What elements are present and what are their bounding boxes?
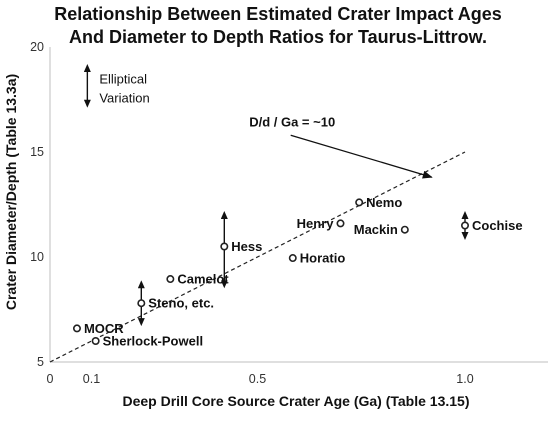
data-point-marker xyxy=(137,299,146,308)
data-point-label: Nemo xyxy=(366,195,402,210)
y-tick-label: 5 xyxy=(37,355,44,369)
data-point-label: Horatio xyxy=(300,251,346,266)
data-point-marker xyxy=(336,219,345,228)
data-point-label: Hess xyxy=(231,239,262,254)
data-point-marker xyxy=(220,242,229,251)
y-tick-labels: 5 10 15 20 xyxy=(30,40,44,369)
x-tick-label: 0.5 xyxy=(249,372,266,386)
data-point-label: MOCR xyxy=(84,321,124,336)
data-point-label: Camelot xyxy=(177,272,229,287)
x-axis-title: Deep Drill Core Source Crater Age (Ga) (… xyxy=(123,393,470,409)
chart-title-line-1: Relationship Between Estimated Crater Im… xyxy=(54,4,502,24)
x-tick-label: 0.1 xyxy=(83,372,100,386)
trend-label: D/d / Ga = ~10 xyxy=(249,115,335,130)
trend-line xyxy=(49,151,466,363)
legend-text-elliptical: Elliptical xyxy=(99,72,147,87)
y-tick-label: 15 xyxy=(30,145,44,159)
data-point-marker xyxy=(72,324,81,333)
data-point-label: Sherlock-Powell xyxy=(103,334,203,349)
data-point-marker xyxy=(355,198,364,207)
data-point-marker xyxy=(288,254,297,263)
y-tick-label: 10 xyxy=(30,250,44,264)
data-point-label: Steno, etc. xyxy=(148,296,214,311)
legend-text-variation: Variation xyxy=(99,90,149,105)
data-point-marker xyxy=(91,336,100,345)
y-tick-label: 20 xyxy=(30,40,44,54)
data-point-label: Cochise xyxy=(472,218,523,233)
x-tick-labels: 0 0.1 0.5 1.0 xyxy=(47,372,474,386)
data-point-marker xyxy=(400,225,409,234)
x-tick-label: 0 xyxy=(47,372,54,386)
x-tick-label: 1.0 xyxy=(456,372,473,386)
data-point-label: Henry xyxy=(297,216,335,231)
data-point-marker xyxy=(460,221,469,230)
data-point-marker xyxy=(166,275,175,284)
y-axis-title: Crater Diameter/Depth (Table 13.3a) xyxy=(3,74,19,310)
chart-title-line-2: And Diameter to Depth Ratios for Taurus-… xyxy=(68,27,487,47)
data-point-label: Mackin xyxy=(354,222,398,237)
trend-annotation-arrow xyxy=(290,134,433,179)
